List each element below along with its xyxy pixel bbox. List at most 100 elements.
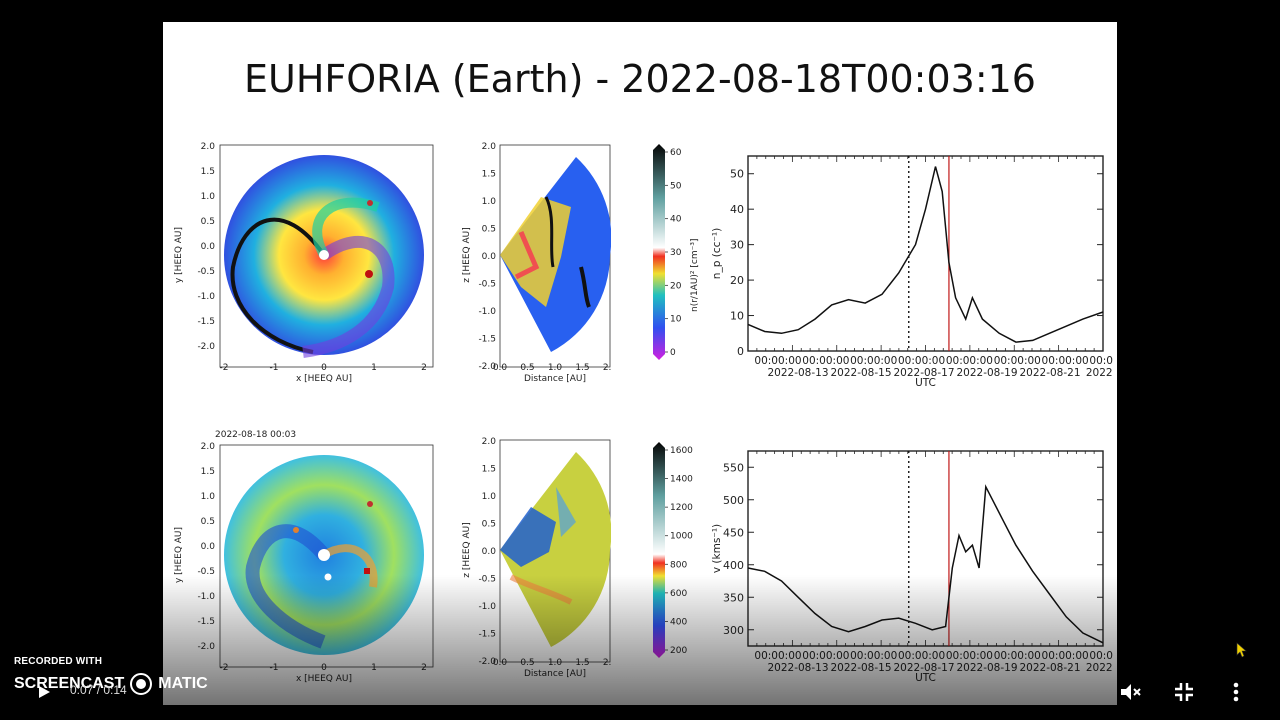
map-ytick: 1.5 xyxy=(201,167,215,177)
wedge-xlabel: Distance [AU] xyxy=(524,669,586,679)
map-xlabel: x [HEEQ AU] xyxy=(296,674,352,684)
xtick-time: 00:00:00 xyxy=(1042,650,1089,662)
map-xtick: 2 xyxy=(421,363,427,373)
xtick-date: 2022-08-15 xyxy=(830,367,891,379)
xaxis-label: UTC xyxy=(915,377,936,389)
wedge-ylabel: z [HEEQ AU] xyxy=(462,227,472,282)
xtick-date: 2022-08-2 xyxy=(1086,367,1113,379)
xtick-time: 00:00:00 xyxy=(754,650,801,662)
ytick-label: 40 xyxy=(730,203,744,216)
video-timecode: 0:07 / 0:14 xyxy=(70,683,127,697)
wedge-xtick: 1.0 xyxy=(548,363,563,373)
ytick-label: 550 xyxy=(723,461,744,474)
map-ytick: 0.0 xyxy=(201,542,216,552)
xtick-time: 00:00:00 xyxy=(1089,355,1113,367)
map-ylabel: y [HEEQ AU] xyxy=(174,527,184,583)
wedge-ytick: 1.0 xyxy=(482,197,497,207)
ytick-label: 0 xyxy=(737,345,744,358)
map-ytick: 0.5 xyxy=(201,517,215,527)
map-xtick: -1 xyxy=(270,363,279,373)
colorbar-tick: 800 xyxy=(670,560,687,570)
plot-frame xyxy=(747,450,1104,647)
xtick-date: 2022-08-17 xyxy=(893,367,954,379)
wedge-ytick: -2.0 xyxy=(478,657,496,667)
map-xtick: -2 xyxy=(220,363,229,373)
xtick-time: 00:00:00 xyxy=(946,355,993,367)
wedge-xtick: 0.0 xyxy=(493,363,508,373)
ytick-label: 10 xyxy=(730,310,744,323)
wedge-ytick: 1.5 xyxy=(482,170,496,180)
wedge-xtick: 1.5 xyxy=(575,363,589,373)
map-xtick: 0 xyxy=(321,363,327,373)
map-ytick: 2.0 xyxy=(201,442,216,452)
xtick-time: 00:00:00 xyxy=(898,355,945,367)
xtick-time: 00:00:00 xyxy=(994,355,1041,367)
xtick-time: 00:00:00 xyxy=(850,650,897,662)
wedge-ytick: 0.0 xyxy=(482,547,497,557)
wedge-ylabel: z [HEEQ AU] xyxy=(462,522,472,577)
velocity-wedge-panel: 0.00.51.01.52.02.01.51.00.50.0-0.5-1.0-1… xyxy=(462,437,611,679)
wedge-ytick: 0.5 xyxy=(482,520,496,530)
xtick-date: 2022-08-13 xyxy=(767,662,828,674)
xtick-date: 2022-08-19 xyxy=(956,367,1017,379)
xtick-time: 00:00:00 xyxy=(946,650,993,662)
wedge-ytick: 0.5 xyxy=(482,225,496,235)
colorbar-tick: 600 xyxy=(670,589,687,599)
map-xtick: 2 xyxy=(421,663,427,673)
map-ylabel: y [HEEQ AU] xyxy=(174,227,184,283)
colorbar-tick: 1400 xyxy=(670,475,693,485)
ytick-label: 300 xyxy=(723,624,744,637)
brand-right: MATIC xyxy=(158,675,208,692)
colorbar-tick: 30 xyxy=(670,248,682,258)
play-icon[interactable] xyxy=(36,684,52,700)
wedge-ytick: -0.5 xyxy=(478,575,496,585)
wedge-xtick: 1.5 xyxy=(575,658,589,668)
colorbar-tick: 1200 xyxy=(670,503,693,513)
xtick-time: 00:00:00 xyxy=(754,355,801,367)
map-ytick: -2.0 xyxy=(197,642,215,652)
colorbar-tick: 400 xyxy=(670,617,687,627)
map-xtick: -1 xyxy=(270,663,279,673)
xtick-time: 00:00:00 xyxy=(1042,355,1089,367)
wedge-ytick: -1.5 xyxy=(478,335,496,345)
wedge-ytick: -1.5 xyxy=(478,630,496,640)
recorded-with-label: RECORDED WITH xyxy=(14,656,103,667)
density-wedge-panel: 0.0 0.5 1.0 1.5 2.0 2.0 1.5 1.0 0.5 0.0 -0.5 -1.0 -1… xyxy=(462,142,611,384)
plot-frame xyxy=(747,155,1104,352)
mouse-cursor-icon xyxy=(1236,642,1247,658)
map-ytick: 0.5 xyxy=(201,217,215,227)
wedge-ytick: -1.0 xyxy=(478,602,496,612)
xtick-date: 2022-08-21 xyxy=(1019,662,1080,674)
exit-fullscreen-icon[interactable] xyxy=(1173,681,1195,703)
colorbar-tick: 50 xyxy=(670,181,682,191)
mute-icon[interactable] xyxy=(1118,680,1142,704)
xtick-time: 00:00:00 xyxy=(802,355,849,367)
xtick-time: 00:00:00 xyxy=(850,355,897,367)
ytick-label: 30 xyxy=(730,239,744,252)
wedge-ytick: 0.0 xyxy=(482,252,497,262)
wedge-xtick: 0.5 xyxy=(520,658,534,668)
colorbar-tick: 60 xyxy=(670,148,682,158)
colorbar-tick: 1600 xyxy=(670,446,693,456)
map-ytick: -0.5 xyxy=(197,267,215,277)
wedge-ytick: 2.0 xyxy=(482,437,497,447)
colorbar-tick: 20 xyxy=(670,281,682,291)
xtick-time: 00:00:00 xyxy=(994,650,1041,662)
colorbar-tick: 200 xyxy=(670,646,687,656)
xaxis-label: UTC xyxy=(915,672,936,684)
velocity-map-panel: 2022-08-18 00:03 -2 -1 0 1 2 2.0 1.5 1.0 0.5 0.0 -… xyxy=(174,430,434,684)
series-line xyxy=(747,166,1104,343)
wedge-ytick: -1.0 xyxy=(478,307,496,317)
yaxis-label: v (kms⁻¹) xyxy=(711,524,723,573)
map-xtick: 1 xyxy=(371,663,377,673)
map-ytick: 1.0 xyxy=(201,192,216,202)
map-ytick: 1.5 xyxy=(201,467,215,477)
ytick-label: 20 xyxy=(730,274,744,287)
ytick-label: 50 xyxy=(730,168,744,181)
more-options-icon[interactable] xyxy=(1228,680,1244,704)
density-colorbar: 60 50 40 30 20 10 0 n(r/1AU)² [cm⁻³] xyxy=(653,144,700,360)
wedge-xlabel: Distance [AU] xyxy=(524,374,586,384)
colorbar-tick: 40 xyxy=(670,215,682,225)
